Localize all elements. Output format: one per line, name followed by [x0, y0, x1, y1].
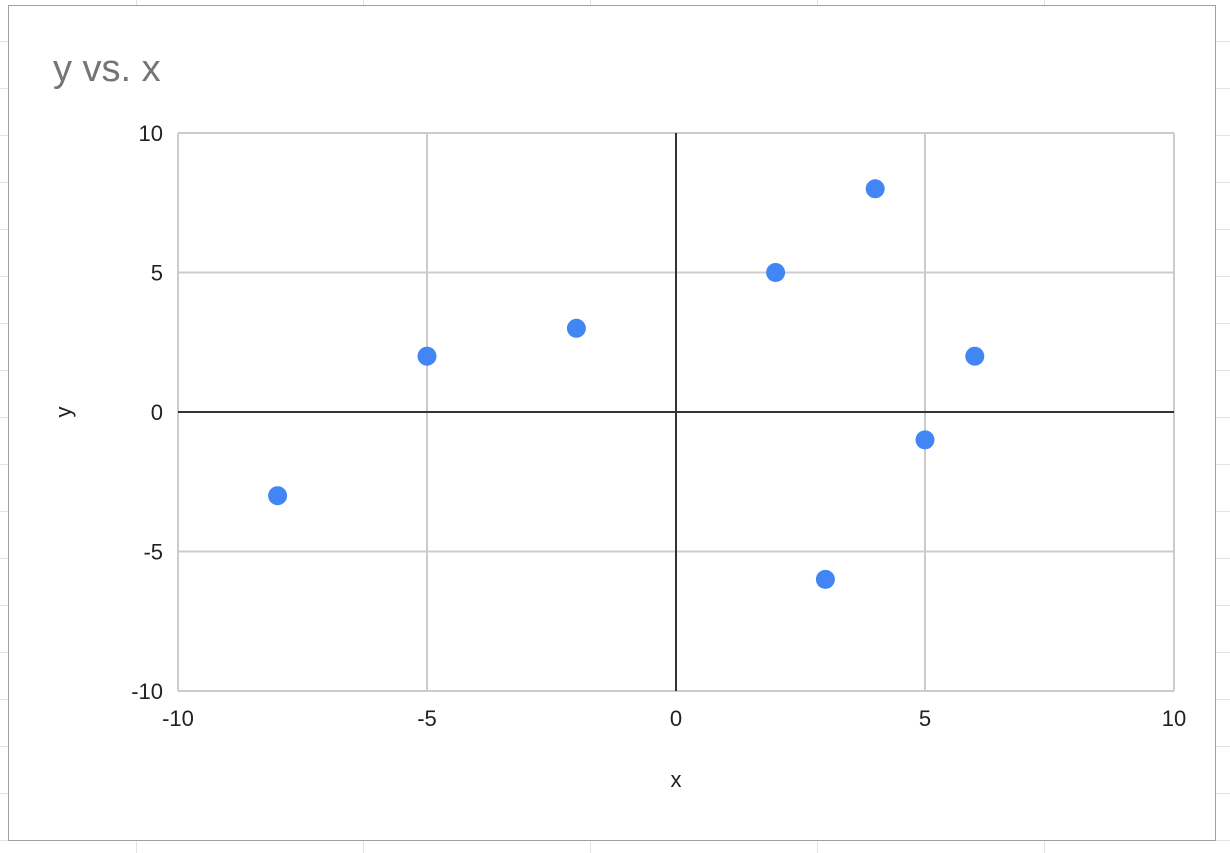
- data-point: [865, 179, 885, 199]
- y-tick-label: 5: [151, 261, 163, 286]
- axes: [178, 133, 1174, 691]
- chart-title: y vs. x: [53, 48, 161, 90]
- data-point: [417, 346, 437, 366]
- x-tick-label: 5: [919, 706, 931, 731]
- scatter-chart: -10 -5 0 5 10 -10 -5 0 5 10 x y: [51, 121, 1186, 792]
- x-tick-label: 10: [1162, 706, 1186, 731]
- y-tick-label: 10: [139, 121, 163, 146]
- x-tick-label: 0: [670, 706, 682, 731]
- chart-card[interactable]: y vs. x -10 -5 0 5 10 -10 -5 0 5 10 x y: [8, 5, 1216, 841]
- data-point: [965, 346, 985, 366]
- tick-labels: -10 -5 0 5 10 -10 -5 0 5 10: [131, 121, 1186, 731]
- y-tick-label: -10: [131, 679, 163, 704]
- y-tick-label: 0: [151, 400, 163, 425]
- x-tick-label: -5: [417, 706, 437, 731]
- x-axis-title: x: [671, 767, 682, 792]
- y-tick-label: -5: [143, 540, 163, 565]
- x-tick-label: -10: [162, 706, 194, 731]
- data-point: [268, 486, 288, 506]
- y-axis-title: y: [51, 407, 76, 418]
- data-point: [566, 318, 586, 338]
- data-point: [766, 263, 786, 282]
- data-point: [815, 569, 835, 589]
- data-points: [268, 179, 985, 589]
- data-point: [915, 430, 935, 450]
